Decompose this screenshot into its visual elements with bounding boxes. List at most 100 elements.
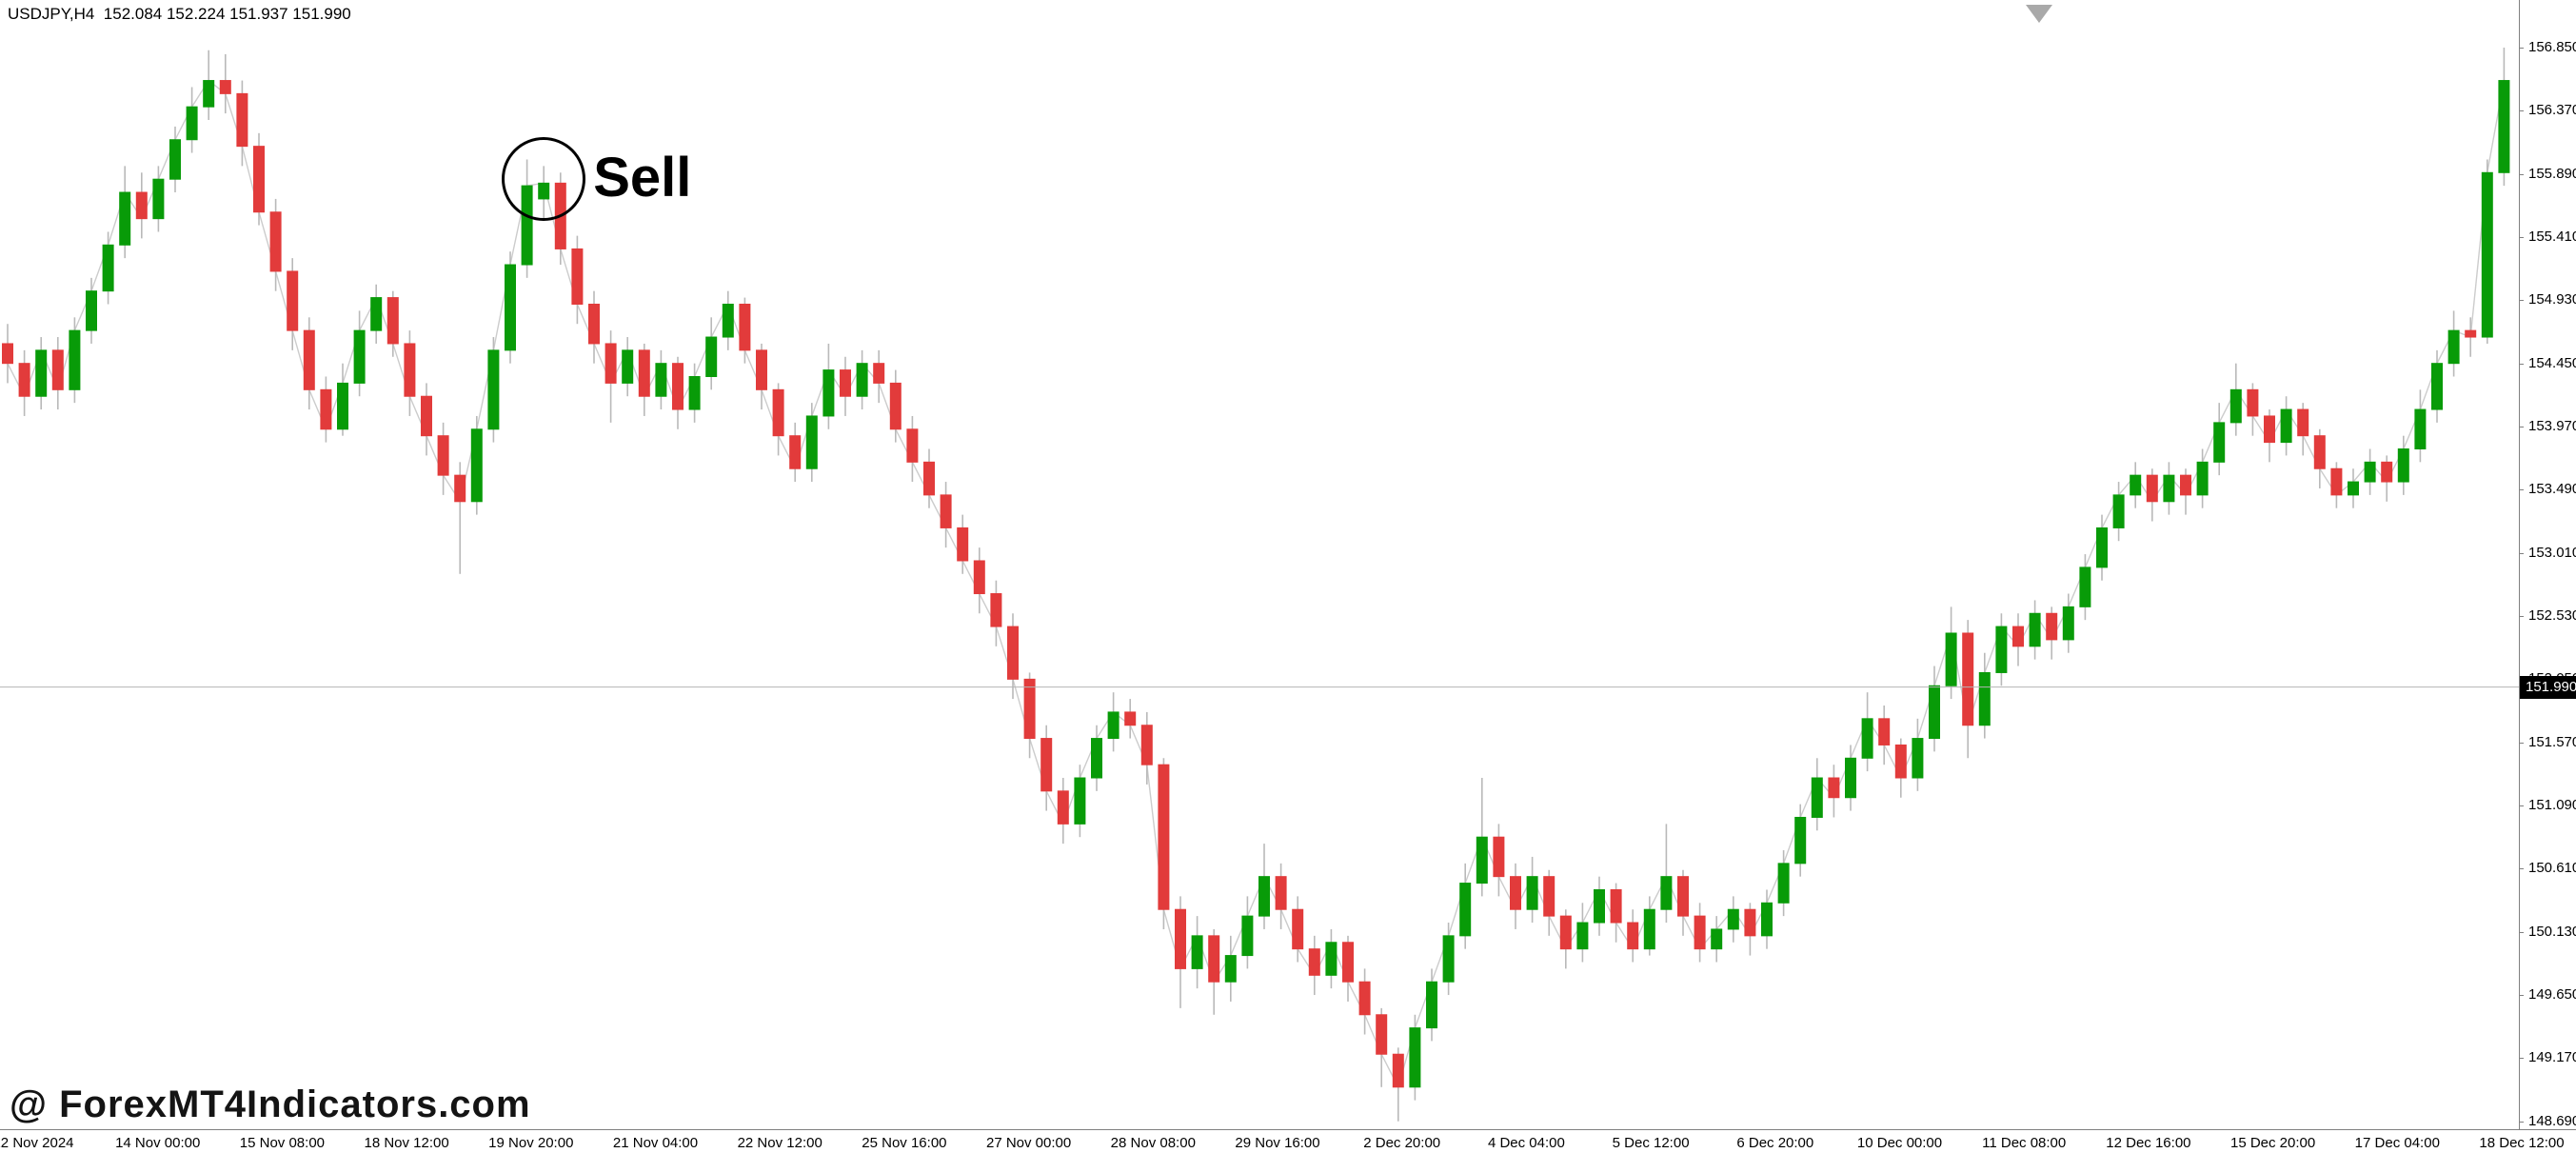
price-axis-label: 150.610 bbox=[2528, 860, 2576, 877]
candle bbox=[1543, 876, 1556, 917]
candle bbox=[856, 363, 868, 397]
candle bbox=[2213, 422, 2226, 463]
sell-signal-circle[interactable] bbox=[502, 137, 586, 222]
candle bbox=[1777, 863, 1790, 904]
candle bbox=[102, 244, 114, 292]
candle bbox=[1828, 777, 1840, 799]
time-axis-label: 12 Dec 16:00 bbox=[2106, 1135, 2191, 1151]
candle bbox=[2229, 388, 2242, 424]
price-axis-border bbox=[2519, 0, 2520, 1129]
candle bbox=[2062, 606, 2074, 641]
candle bbox=[1526, 876, 1538, 910]
time-axis-label: 15 Nov 08:00 bbox=[239, 1135, 326, 1151]
price-axis-label: 149.650 bbox=[2528, 986, 2576, 1004]
candle bbox=[571, 248, 584, 305]
candle bbox=[906, 428, 919, 463]
candle bbox=[2397, 448, 2409, 483]
candle bbox=[2029, 612, 2041, 647]
candle bbox=[1594, 888, 1605, 924]
candle bbox=[219, 80, 231, 94]
candle bbox=[470, 428, 483, 503]
candle bbox=[2196, 461, 2209, 496]
chart-shift-marker-icon[interactable] bbox=[2026, 5, 2052, 23]
time-axis-label: 25 Nov 16:00 bbox=[862, 1135, 947, 1151]
price-axis-tick bbox=[2519, 110, 2524, 112]
candle bbox=[1510, 876, 1521, 910]
current-price-badge: 151.990 bbox=[2520, 675, 2576, 699]
candle bbox=[1677, 876, 1689, 917]
time-axis-label: 27 Nov 00:00 bbox=[985, 1135, 1072, 1151]
candle bbox=[353, 329, 366, 384]
candle bbox=[1107, 711, 1120, 740]
price-axis-label: 149.170 bbox=[2528, 1049, 2576, 1066]
price-axis-tick bbox=[2519, 552, 2524, 554]
candle bbox=[1978, 671, 1991, 726]
candle bbox=[957, 527, 969, 562]
candle bbox=[337, 382, 348, 430]
sell-signal-label[interactable]: Sell bbox=[593, 147, 692, 209]
candle bbox=[1342, 942, 1354, 983]
candle bbox=[1224, 955, 1237, 983]
candle bbox=[1258, 876, 1270, 917]
price-axis-label: 155.890 bbox=[2528, 165, 2576, 182]
candle bbox=[2498, 80, 2510, 173]
candle bbox=[990, 593, 1002, 627]
candle bbox=[1761, 902, 1773, 937]
candle bbox=[1392, 1053, 1404, 1088]
price-axis-tick bbox=[2519, 805, 2524, 807]
candle bbox=[940, 494, 952, 528]
candle bbox=[722, 303, 734, 338]
candle bbox=[1426, 981, 1437, 1029]
candle bbox=[2348, 481, 2359, 496]
price-axis-tick bbox=[2519, 300, 2524, 302]
candle bbox=[1610, 888, 1622, 924]
price-axis-tick bbox=[2519, 742, 2524, 744]
price-axis-label: 156.370 bbox=[2528, 102, 2576, 119]
time-axis-label: 18 Dec 12:00 bbox=[2479, 1135, 2565, 1151]
time-axis-border bbox=[0, 1129, 2576, 1130]
candle bbox=[1040, 738, 1053, 792]
candle bbox=[1845, 757, 1856, 799]
time-axis-label: 11 Dec 08:00 bbox=[1982, 1135, 2067, 1151]
price-axis-label: 156.850 bbox=[2528, 39, 2576, 55]
candle bbox=[1191, 935, 1203, 969]
candle bbox=[805, 415, 818, 469]
candle bbox=[203, 80, 215, 108]
price-axis-label: 155.410 bbox=[2528, 229, 2576, 245]
candle bbox=[2046, 612, 2058, 641]
candle bbox=[2280, 408, 2292, 444]
watermark: @ ForexMT4Indicators.com bbox=[10, 1083, 531, 1125]
candle bbox=[2381, 461, 2393, 483]
candle bbox=[303, 329, 315, 390]
candle bbox=[688, 376, 701, 410]
candle bbox=[1476, 836, 1488, 885]
candle bbox=[169, 139, 181, 180]
candle bbox=[253, 146, 265, 213]
candle bbox=[1057, 790, 1069, 825]
candle bbox=[2364, 461, 2376, 483]
time-axis-label: 29 Nov 16:00 bbox=[1235, 1135, 1320, 1151]
candle bbox=[2, 343, 13, 365]
candle bbox=[672, 363, 684, 410]
candle bbox=[1962, 632, 1974, 726]
candle bbox=[1158, 764, 1170, 910]
time-axis-label: 14 Nov 00:00 bbox=[115, 1135, 201, 1151]
time-axis-label: 19 Nov 20:00 bbox=[488, 1135, 574, 1151]
candle bbox=[404, 343, 416, 397]
candle bbox=[35, 349, 48, 397]
price-axis-label: 153.010 bbox=[2528, 544, 2576, 561]
candle bbox=[622, 349, 634, 384]
candle bbox=[1945, 632, 1957, 686]
price-axis-tick bbox=[2519, 237, 2524, 238]
candle bbox=[1995, 626, 2008, 673]
price-axis-tick bbox=[2519, 489, 2524, 491]
candle bbox=[2112, 494, 2125, 528]
candle bbox=[789, 435, 802, 469]
time-axis-label: 22 Nov 12:00 bbox=[737, 1135, 822, 1151]
candle bbox=[1358, 981, 1371, 1016]
candle bbox=[86, 290, 97, 331]
price-axis-tick bbox=[2519, 868, 2524, 870]
candle bbox=[2180, 474, 2191, 496]
candle bbox=[135, 191, 148, 220]
